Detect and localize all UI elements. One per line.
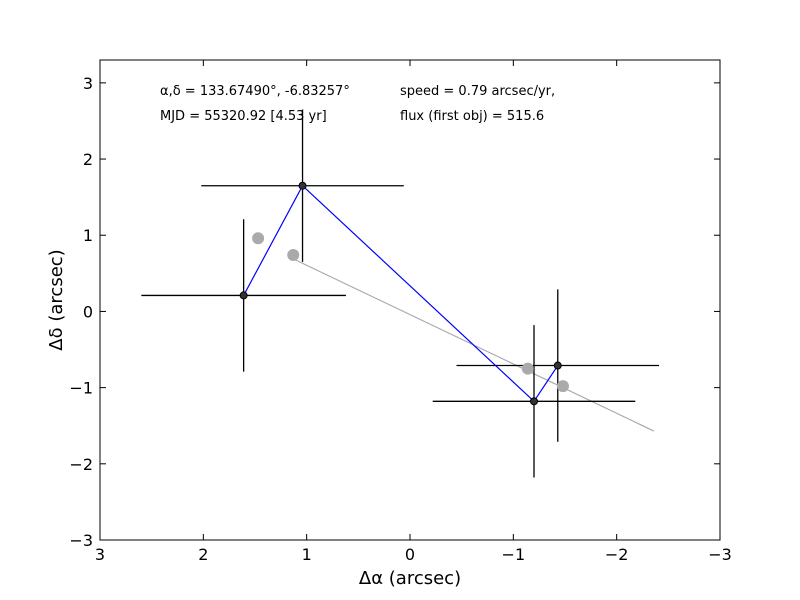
info-mjd: MJD = 55320.92 [4.53 yr] [160,109,327,124]
y-tick-label-4: 1 [83,226,93,245]
y-tick-label-2: −1 [69,379,93,398]
y-tick-label-1: −2 [69,455,93,474]
x-tick-label-5: −2 [605,545,629,564]
y-tick-label-0: −3 [69,531,93,550]
measured-point-3 [553,361,562,370]
tick-labels: 3 2 1 0 −1 −2 −3 −3 −2 −1 0 1 2 3 [69,74,731,564]
plot-area [141,109,660,478]
model-point-1 [287,249,300,262]
y-tick-label-6: 3 [83,74,93,93]
measured-point-2 [530,397,538,406]
info-speed: speed = 0.79 arcsec/yr, [400,84,555,99]
x-tick-label-1: 2 [198,545,208,564]
measured-point-0 [239,291,248,300]
measured-point-1 [298,181,307,190]
model-point-0 [252,232,265,245]
x-tick-label-4: −1 [502,545,526,564]
y-axis-label: Δδ (arcsec) [46,249,67,350]
x-tick-label-3: 0 [405,545,415,564]
x-tick-label-2: 1 [302,545,312,564]
y-tick-label-5: 2 [83,150,93,169]
info-coords: α,δ = 133.67490°, -6.83257° [160,84,350,99]
model-point-2 [521,362,534,375]
x-tick-label-0: 3 [95,545,105,564]
x-tick-label-6: −3 [708,545,732,564]
info-flux: flux (first obj) = 515.6 [400,109,544,124]
x-axis-label: Δα (arcsec) [359,568,461,589]
tick-marks [99,60,721,541]
axes-frame [99,59,721,541]
model-point-3 [556,380,569,393]
y-tick-label-3: 0 [83,302,93,321]
measured-path-line [243,184,559,403]
